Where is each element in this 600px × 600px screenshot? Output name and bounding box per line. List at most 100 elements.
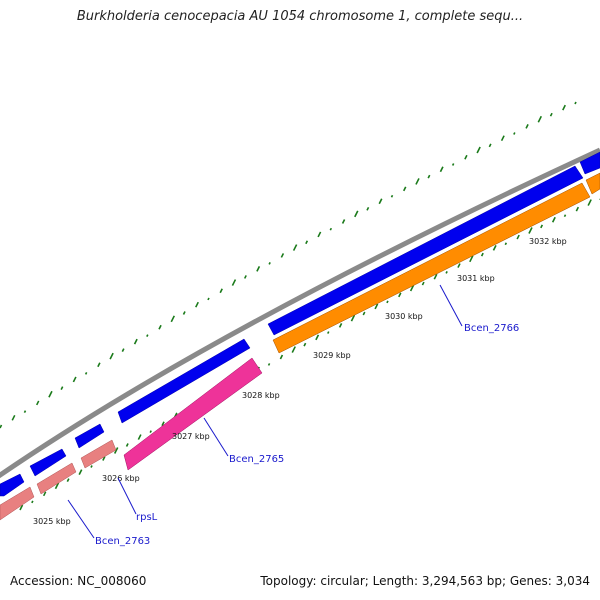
- gc-skew-ticks: [0, 101, 600, 511]
- gc-tick: [338, 322, 343, 328]
- gc-tick: [84, 371, 88, 375]
- gene-label-leader: [117, 477, 137, 515]
- gc-tick: [341, 219, 346, 224]
- gc-tick: [66, 478, 70, 483]
- gc-tick: [161, 421, 165, 427]
- scale-tick-label: 3027 kbp: [172, 432, 210, 441]
- gc-tick: [457, 263, 461, 268]
- gc-tick: [231, 279, 237, 286]
- gc-tick: [109, 352, 114, 360]
- gc-tick: [78, 469, 83, 475]
- gc-tick: [207, 297, 210, 301]
- gc-tick: [366, 206, 370, 211]
- forward-strand-features: [0, 151, 600, 497]
- gc-tick: [378, 198, 383, 205]
- gc-tick: [279, 354, 284, 360]
- gene-label-leader: [67, 499, 95, 539]
- gc-tick: [350, 314, 356, 322]
- cds-forward-5[interactable]: [267, 165, 584, 336]
- gc-tick: [42, 491, 47, 497]
- gene-label-bcen-2765[interactable]: Bcen_2765: [229, 454, 284, 465]
- gc-tick: [23, 410, 27, 413]
- scale-ticks: 3025 kbp 3026 kbp 3027 kbp 3028 kbp 3029…: [33, 237, 567, 526]
- gene-label-bcen-2763[interactable]: Bcen_2763: [95, 536, 150, 547]
- cds-forward-6[interactable]: [579, 151, 600, 175]
- cds-forward-2[interactable]: [29, 448, 67, 477]
- gc-tick: [354, 210, 359, 218]
- gc-tick: [268, 262, 271, 265]
- gc-tick: [516, 234, 520, 240]
- gc-tick: [256, 266, 261, 272]
- gc-tick: [480, 252, 484, 257]
- gc-tick: [170, 315, 175, 323]
- gc-tick: [403, 186, 407, 192]
- genome-summary-text: Topology: circular; Length: 3,294,563 bp…: [260, 574, 590, 588]
- gc-tick: [386, 300, 389, 304]
- reverse-strand-features: [0, 172, 600, 521]
- gene-label-rpsl[interactable]: rpsL: [136, 512, 158, 523]
- gc-tick: [528, 227, 533, 234]
- gene-label-leader: [203, 417, 229, 457]
- scale-tick-label: 3032 kbp: [529, 237, 567, 246]
- gc-tick: [113, 447, 119, 454]
- gc-tick: [182, 311, 186, 315]
- scale-tick-label: 3025 kbp: [33, 517, 71, 526]
- gc-tick: [19, 504, 24, 511]
- gc-tick: [317, 231, 322, 238]
- cds-reverse-3[interactable]: [80, 439, 117, 469]
- gc-tick: [195, 301, 199, 308]
- gc-tick: [267, 363, 271, 366]
- gene-label-bcen-2766[interactable]: Bcen_2766: [464, 323, 519, 334]
- gc-tick: [500, 135, 505, 142]
- gc-tick: [575, 206, 580, 212]
- gc-tick: [48, 390, 53, 398]
- gc-tick: [374, 303, 379, 310]
- gc-tick: [291, 346, 296, 353]
- gc-tick: [587, 199, 592, 206]
- gc-tick: [451, 163, 455, 166]
- gc-tick: [445, 271, 448, 274]
- gc-tick: [415, 178, 420, 185]
- gc-tick: [513, 132, 516, 135]
- backbone-ring: [0, 147, 600, 479]
- scale-tick-label: 3030 kbp: [385, 312, 423, 321]
- cds-forward-4[interactable]: [117, 338, 251, 424]
- scale-tick-label: 3029 kbp: [313, 351, 351, 360]
- gc-tick: [433, 273, 438, 280]
- gc-tick: [90, 465, 93, 468]
- scale-tick-label: 3031 kbp: [457, 274, 495, 283]
- gc-tick: [97, 362, 101, 368]
- cds-forward-1[interactable]: [0, 473, 25, 497]
- gc-tick: [551, 216, 556, 223]
- cds-reverse-6[interactable]: [585, 172, 600, 195]
- gc-tick: [469, 255, 474, 263]
- gc-tick: [574, 101, 577, 105]
- gc-tick: [476, 146, 481, 154]
- gc-tick: [158, 324, 162, 330]
- gc-tick: [504, 242, 508, 246]
- gc-tick: [292, 244, 298, 251]
- cds-reverse-1[interactable]: [0, 486, 35, 521]
- cds-forward-3[interactable]: [74, 423, 105, 449]
- cds-reverse-5[interactable]: [272, 182, 591, 354]
- gc-tick: [488, 143, 492, 148]
- gc-tick: [121, 348, 125, 352]
- gc-tick: [11, 414, 16, 421]
- gc-tick: [540, 224, 544, 229]
- cds-reverse-2[interactable]: [36, 462, 77, 495]
- gc-tick: [327, 331, 330, 334]
- gc-tick: [219, 288, 223, 294]
- gc-tick: [537, 115, 543, 123]
- gc-tick: [137, 434, 142, 440]
- gc-tick: [421, 281, 425, 286]
- gc-tick: [72, 376, 77, 383]
- gc-tick: [315, 334, 320, 341]
- gc-tick: [549, 112, 553, 117]
- cds-reverse-4[interactable]: [123, 357, 263, 471]
- gc-tick: [464, 154, 468, 160]
- accession-text: Accession: NC_008060: [10, 574, 147, 588]
- gc-tick: [562, 104, 566, 111]
- gc-tick: [492, 245, 497, 251]
- gc-tick: [563, 214, 567, 218]
